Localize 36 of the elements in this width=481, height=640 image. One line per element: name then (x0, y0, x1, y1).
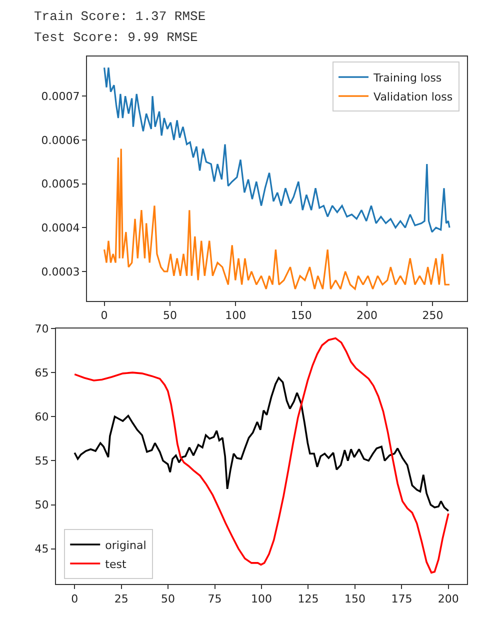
x-tick-label: 150 (344, 592, 366, 606)
legend-label: Training loss (372, 71, 442, 84)
line-series (74, 376, 450, 512)
y-tick-label: 45 (34, 542, 49, 556)
y-tick-label: 60 (34, 410, 49, 424)
x-tick-label: 250 (422, 309, 444, 322)
x-tick-label: 175 (391, 592, 412, 606)
y-tick-label: 0.0007 (41, 90, 80, 103)
legend-label: Validation loss (374, 90, 453, 104)
line-series (74, 337, 450, 574)
y-tick-label: 0.0005 (41, 178, 80, 191)
y-tick-label: 50 (34, 498, 49, 512)
x-tick-label: 0 (71, 592, 78, 606)
y-tick-label: 70 (34, 322, 49, 336)
line-series (103, 148, 450, 290)
text: Train Score: 1.37 RMSE (34, 9, 206, 24)
legend-label: test (105, 558, 127, 571)
x-tick-label: 0 (100, 309, 108, 322)
text: Test Score: 9.99 RMSE (34, 30, 198, 45)
x-tick-label: 75 (208, 592, 222, 606)
legend-label: original (105, 538, 146, 552)
x-tick-label: 200 (438, 592, 459, 606)
x-tick-label: 100 (225, 309, 246, 322)
x-tick-label: 125 (298, 592, 319, 606)
x-tick-label: 50 (162, 309, 177, 322)
x-tick-label: 200 (356, 309, 378, 322)
y-tick-label: 0.0006 (41, 134, 80, 147)
line-series (103, 66, 450, 233)
x-tick-label: 150 (290, 309, 312, 322)
y-tick-label: 65 (34, 366, 49, 380)
y-tick-label: 0.0003 (41, 265, 80, 278)
x-tick-label: 100 (251, 592, 272, 606)
x-tick-label: 25 (114, 592, 128, 606)
y-tick-label: 55 (34, 454, 49, 468)
x-tick-label: 50 (161, 592, 176, 606)
y-tick-label: 0.0004 (41, 221, 80, 234)
